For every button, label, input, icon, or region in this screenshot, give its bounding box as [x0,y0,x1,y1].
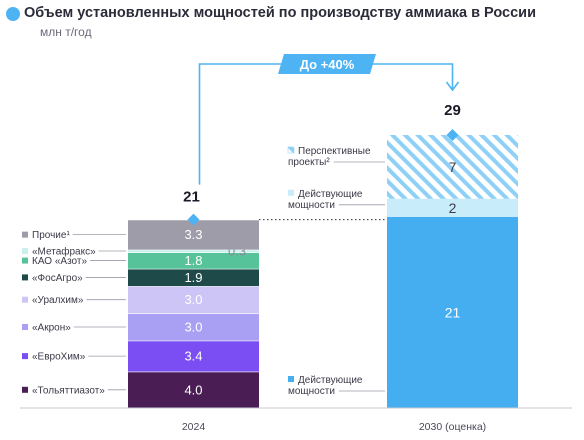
legend-label: Действующие [298,189,363,200]
legend-swatch [22,257,28,264]
bar-segment [387,216,518,408]
legend-swatch [22,296,28,303]
growth-badge [278,54,376,74]
data-label: 1.9 [184,270,202,285]
legend-swatch [22,248,28,255]
bar-segment [128,371,259,408]
data-label: 1.8 [184,253,202,268]
legend-swatch [288,376,294,382]
legend-label: Действующие [298,375,363,386]
legend-swatch [22,324,28,331]
x-tick-label: 2024 [182,421,206,433]
data-label: 7 [449,159,457,175]
total-label: 21 [183,189,200,206]
legend-label: проекты² [288,157,330,168]
bar-segment [387,135,518,199]
chart-title: Объем установленных мощностей по произво… [24,5,536,21]
bar-segment [128,249,259,253]
data-label: 21 [445,304,461,320]
legend-label: Прочие¹ [32,230,70,241]
total-marker-icon [446,129,459,141]
total-marker-icon [187,213,200,226]
x-tick-label: 2030 (оценка) [419,421,486,433]
legend-swatch [288,189,294,196]
data-label: 3.0 [184,292,202,307]
legend-label: мощности [288,386,335,397]
legend-label: «ФосАгро» [32,273,83,284]
data-label: 4.0 [184,382,202,397]
bar-segment [128,286,259,314]
legend-label: Перспективные [298,146,371,157]
legend-label: «Метафракс» [32,246,96,258]
legend-swatch [22,386,28,393]
legend-swatch [22,353,28,360]
data-label: 2 [449,200,457,216]
bar-segment [128,268,259,287]
title-bullet-icon [6,7,20,21]
legend-swatch [287,146,295,154]
bar-segment [128,252,259,269]
total-label: 29 [444,102,461,119]
chart-unit: млн т/год [40,25,92,39]
bar-segment [387,198,518,217]
data-label: 3.3 [184,227,202,242]
arrowhead-icon [445,81,460,92]
bar-segment [128,313,259,341]
legend-label: «Уралхим» [32,295,84,306]
legend-label: мощности [288,200,335,211]
growth-label: До +40% [300,57,355,72]
legend-label: КАО «Азот» [32,256,87,267]
legend-label: «Тольяттиазот» [32,385,105,396]
data-label: 3.0 [184,320,202,335]
legend-label: «Акрон» [32,323,71,334]
legend-swatch [22,274,28,281]
legend-label: «ЕвроХим» [32,352,86,363]
legend-swatch [22,231,28,238]
bar-segment [128,340,259,372]
data-label: 3.4 [184,349,202,364]
